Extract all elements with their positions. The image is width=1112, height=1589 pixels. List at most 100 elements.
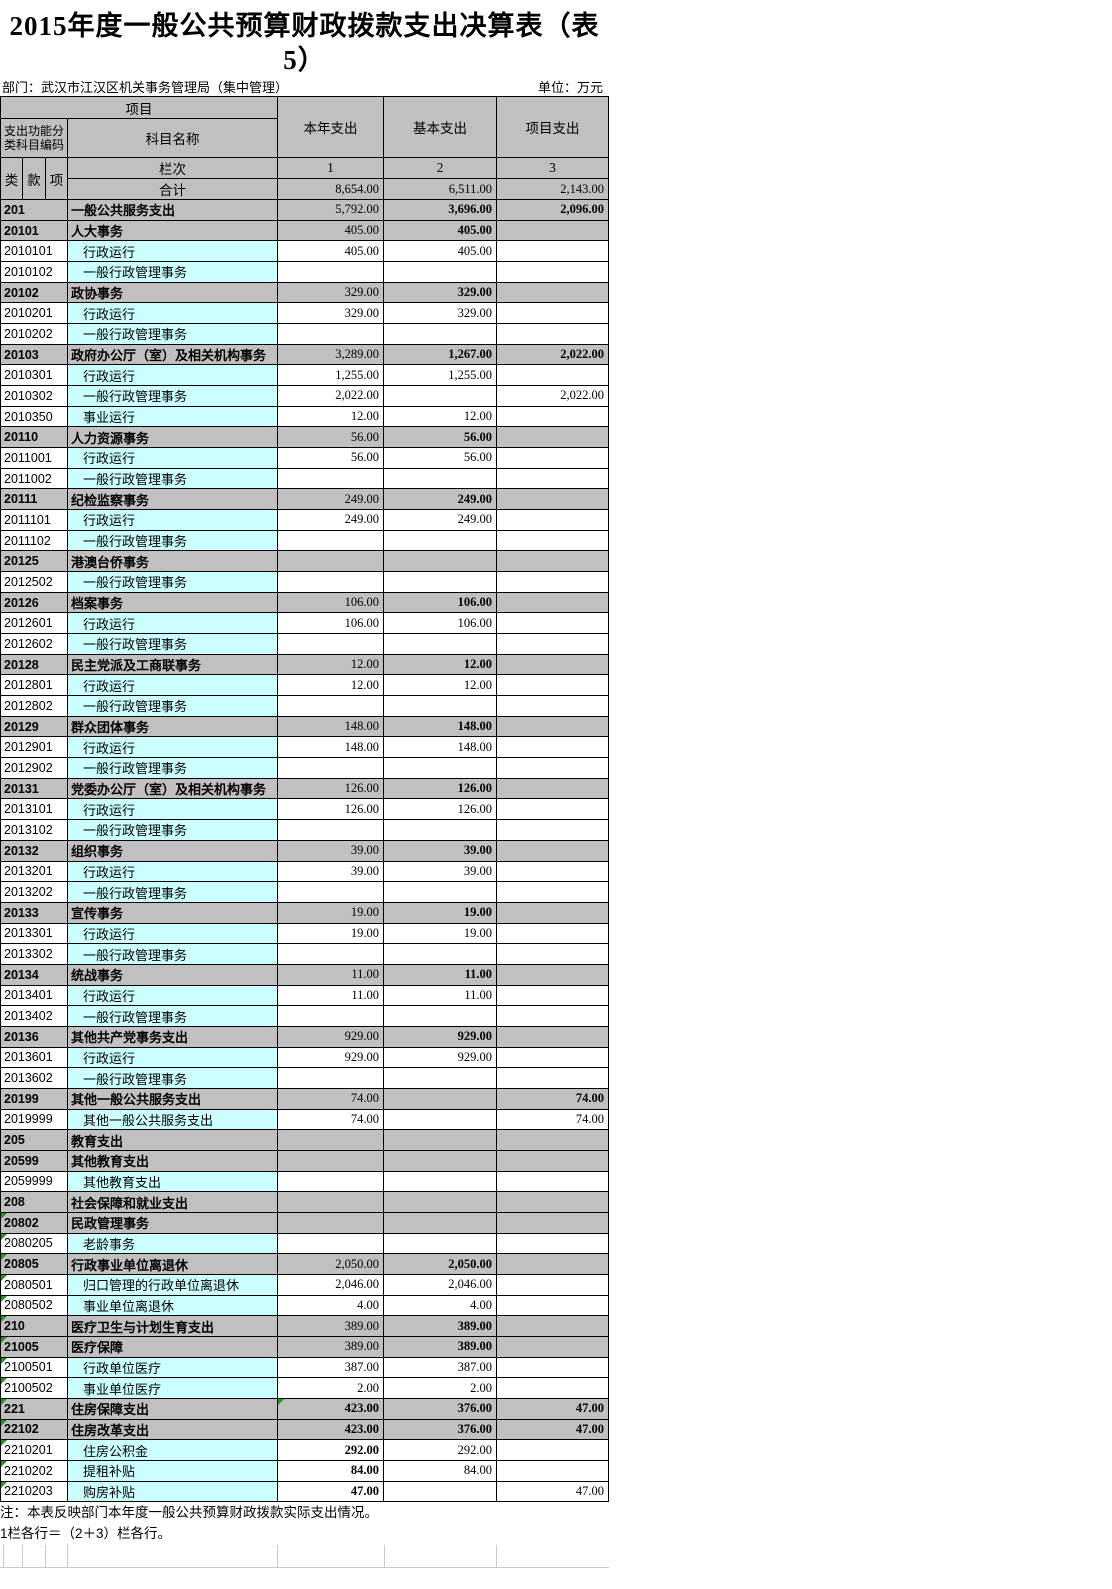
unit-label: 单位：万元 xyxy=(537,80,603,95)
table-row: 20805 行政事业单位离退休 2,050.00 2,050.00 xyxy=(0,1253,609,1275)
current-year-cell: 389.00 xyxy=(277,1315,384,1337)
code-cell: 2010202 xyxy=(0,323,68,345)
subject-name-cell: 一般行政管理事务 xyxy=(67,385,278,407)
subject-name-cell: 行政运行 xyxy=(67,736,278,759)
table-row: 2012802 一般行政管理事务 xyxy=(0,695,609,717)
table-row: 2013601 行政运行 929.00 929.00 xyxy=(0,1046,609,1069)
table-row: 2010301 行政运行 1,255.00 1,255.00 xyxy=(0,364,609,387)
current-year-cell: 19.00 xyxy=(277,922,384,945)
subject-name-cell: 组织事务 xyxy=(67,839,278,862)
current-year-cell xyxy=(277,1170,384,1193)
rank-2: 2 xyxy=(383,157,497,179)
subject-name-cell: 一般行政管理事务 xyxy=(67,757,278,779)
meta-row: 部门：武汉市江汉区机关事务管理局（集中管理） 单位：万元 xyxy=(0,77,605,96)
basic-expense-cell: 2.00 xyxy=(383,1377,497,1399)
subject-name-cell: 住房保障支出 xyxy=(67,1397,278,1420)
error-indicator-icon xyxy=(1,1275,7,1281)
project-expense-cell xyxy=(496,1191,609,1213)
basic-expense-cell xyxy=(383,757,497,779)
code-cell: 2011002 xyxy=(0,467,68,490)
error-indicator-icon xyxy=(1,1461,7,1467)
code-cell: 2011102 xyxy=(0,529,68,552)
current-year-cell: 106.00 xyxy=(277,591,384,614)
current-year-cell: 74.00 xyxy=(277,1087,384,1110)
code-cell: 2019999 xyxy=(0,1108,68,1131)
subject-name-cell: 行政运行 xyxy=(67,240,278,263)
subject-name-cell: 医疗保障 xyxy=(67,1335,278,1358)
project-expense-cell xyxy=(496,261,609,283)
subject-name-cell: 教育支出 xyxy=(67,1129,278,1151)
project-expense-cell xyxy=(496,633,609,655)
basic-expense-cell xyxy=(383,323,497,345)
code-cell: 2013202 xyxy=(0,881,68,903)
basic-expense-cell: 56.00 xyxy=(383,426,497,449)
subject-name-cell: 事业运行 xyxy=(67,405,278,428)
project-expense-cell xyxy=(496,943,609,965)
subject-name-cell: 党委办公厅（室）及相关机构事务 xyxy=(67,777,278,800)
basic-expense-cell xyxy=(383,550,497,573)
project-expense-cell xyxy=(496,571,609,593)
code-cell: 2010101 xyxy=(0,240,68,263)
table-row: 205 教育支出 xyxy=(0,1129,609,1151)
subject-name-cell: 行政运行 xyxy=(67,984,278,1007)
code-cell: 2013601 xyxy=(0,1046,68,1069)
current-year-cell: 1,255.00 xyxy=(277,364,384,387)
table-row: 2010202 一般行政管理事务 xyxy=(0,323,609,345)
table-row: 22102 住房改革支出 423.00 376.00 47.00 xyxy=(0,1418,609,1441)
project-expense-cell xyxy=(496,1439,609,1461)
table-row: 2011101 行政运行 249.00 249.00 xyxy=(0,509,609,531)
basic-expense-cell: 2,046.00 xyxy=(383,1273,497,1296)
table-row: 20103 政府办公厅（室）及相关机构事务 3,289.00 1,267.00 2,02… xyxy=(0,343,609,366)
empty-grid-row xyxy=(0,1545,609,1569)
basic-expense-cell: 329.00 xyxy=(383,281,497,304)
rank-3: 3 xyxy=(496,157,609,179)
current-year-cell: 2.00 xyxy=(277,1377,384,1399)
current-year-cell: 39.00 xyxy=(277,839,384,862)
table-row: 20133 宣传事务 19.00 19.00 xyxy=(0,901,609,924)
table-row: 2013301 行政运行 19.00 19.00 xyxy=(0,922,609,945)
subject-name-cell: 事业单位离退休 xyxy=(67,1294,278,1317)
subject-name-cell: 宣传事务 xyxy=(67,901,278,924)
current-year-cell: 329.00 xyxy=(277,281,384,304)
current-year-cell: 249.00 xyxy=(277,488,384,511)
project-expense-cell xyxy=(496,240,609,263)
code-cell: 20128 xyxy=(0,653,68,676)
project-expense-cell xyxy=(496,405,609,428)
code-cell: 2010350 xyxy=(0,405,68,428)
subject-name-cell: 提租补贴 xyxy=(67,1459,278,1482)
table-row: 2013101 行政运行 126.00 126.00 xyxy=(0,798,609,821)
current-year-cell: 12.00 xyxy=(277,653,384,676)
basic-expense-cell xyxy=(383,1129,497,1151)
table-body: 201 一般公共服务支出 5,792.00 3,696.00 2,096.00 20101… xyxy=(0,199,609,1503)
basic-expense-cell: 292.00 xyxy=(383,1439,497,1461)
code-cell: 20199 xyxy=(0,1087,68,1110)
table-row: 20199 其他一般公共服务支出 74.00 74.00 xyxy=(0,1087,609,1110)
table-row: 2011002 一般行政管理事务 xyxy=(0,467,609,490)
subject-name-cell: 一般行政管理事务 xyxy=(67,881,278,903)
project-expense-cell xyxy=(496,509,609,531)
table-row: 2100501 行政单位医疗 387.00 387.00 xyxy=(0,1356,609,1379)
code-cell: 20126 xyxy=(0,591,68,614)
table-row: 2059999 其他教育支出 xyxy=(0,1170,609,1193)
basic-expense-cell xyxy=(383,1087,497,1110)
current-year-cell: 84.00 xyxy=(277,1459,384,1482)
header-subject-label: 科目名称 xyxy=(67,118,278,158)
table-row: 2012902 一般行政管理事务 xyxy=(0,757,609,779)
budget-table: 项目 本年支出 基本支出 项目支出 支出功能分类科目编码 科目名称 类 款 项 … xyxy=(0,96,609,1503)
subject-name-cell: 人力资源事务 xyxy=(67,426,278,449)
code-cell: 20102 xyxy=(0,281,68,304)
basic-expense-cell: 12.00 xyxy=(383,405,497,428)
basic-expense-cell xyxy=(383,1170,497,1193)
project-expense-cell xyxy=(496,881,609,903)
project-expense-cell xyxy=(496,1273,609,1296)
basic-expense-cell xyxy=(383,943,497,965)
basic-expense-cell xyxy=(383,881,497,903)
current-year-cell xyxy=(277,261,384,283)
project-expense-cell: 47.00 xyxy=(496,1480,609,1503)
project-expense-cell: 74.00 xyxy=(496,1087,609,1110)
project-expense-cell xyxy=(496,1335,609,1358)
basic-expense-cell xyxy=(383,1191,497,1213)
project-expense-cell xyxy=(496,1067,609,1089)
gridline xyxy=(496,1545,497,1568)
note-2: 1栏各行＝（2＋3）栏各行。 xyxy=(0,1526,172,1542)
